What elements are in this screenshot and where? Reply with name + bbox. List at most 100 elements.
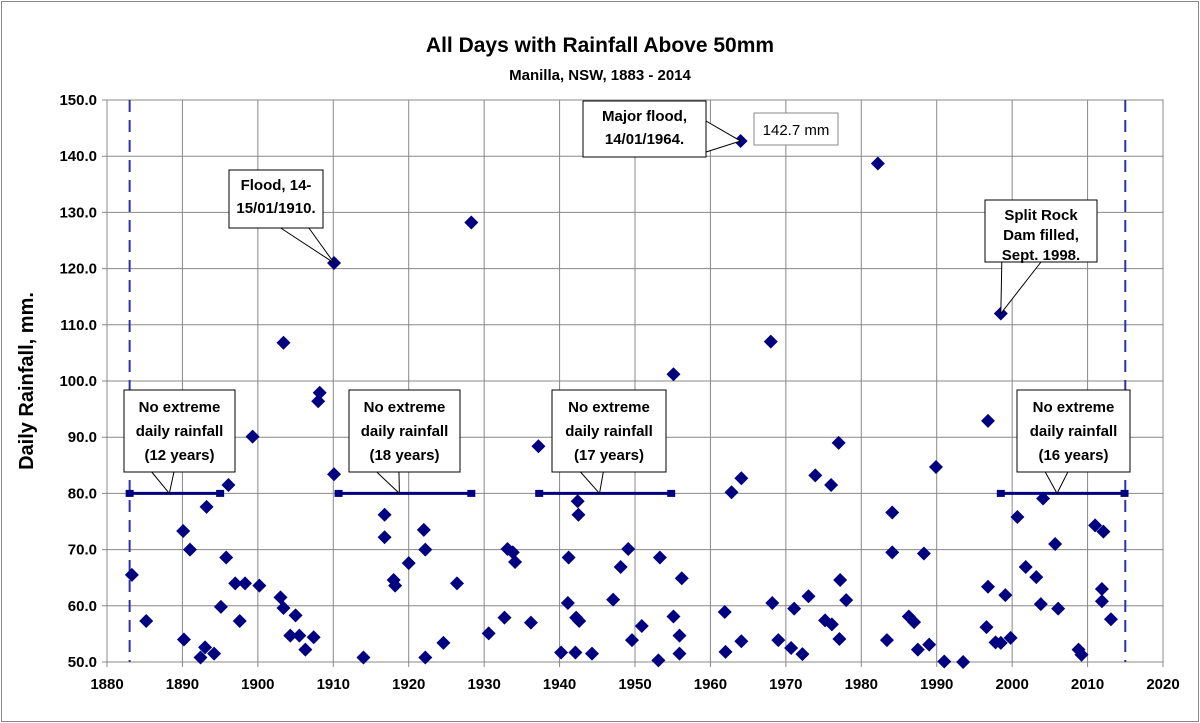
gap-callout-text: (17 years): [574, 447, 644, 464]
data-point: [505, 545, 520, 560]
annotation-text: Split Rock: [1004, 207, 1078, 224]
data-point: [717, 604, 732, 619]
x-tick-label: 2000: [995, 676, 1028, 693]
data-point: [124, 567, 139, 582]
data-point: [885, 545, 900, 560]
data-point: [1051, 601, 1066, 616]
value-label: 142.7 mm: [763, 122, 830, 139]
data-point: [765, 595, 780, 610]
data-point: [763, 334, 778, 349]
data-point: [832, 631, 847, 646]
data-point: [928, 459, 943, 474]
data-point: [1010, 510, 1025, 525]
data-point: [795, 647, 810, 662]
data-point: [213, 599, 228, 614]
data-point: [613, 560, 628, 575]
data-point: [418, 542, 433, 557]
data-point: [245, 429, 260, 444]
data-point: [298, 642, 313, 657]
data-point: [252, 578, 267, 593]
x-tick-label: 1980: [845, 676, 878, 693]
callout-pointer: [1000, 261, 1042, 316]
chart-title: All Days with Rainfall Above 50mm: [426, 34, 774, 57]
data-point: [182, 542, 197, 557]
data-point: [273, 590, 288, 605]
data-point: [560, 595, 575, 610]
gap-callout-text: No extreme: [139, 399, 221, 416]
data-point: [570, 494, 585, 509]
gap-callout-text: (18 years): [369, 447, 439, 464]
gap-callout-text: No extreme: [364, 399, 446, 416]
data-point: [561, 550, 576, 565]
data-point: [666, 609, 681, 624]
data-point: [464, 215, 479, 230]
data-point: [238, 576, 253, 591]
data-point: [311, 394, 326, 409]
y-tick-label: 70.0: [68, 542, 97, 559]
data-point: [1036, 491, 1051, 506]
data-point: [833, 572, 848, 587]
data-point: [606, 592, 621, 607]
data-point: [554, 645, 569, 660]
x-tick-label: 1890: [166, 676, 199, 693]
data-point: [885, 505, 900, 520]
data-point: [1094, 581, 1109, 596]
data-point: [377, 530, 392, 545]
callout-pointer: [280, 227, 335, 264]
data-point: [787, 601, 802, 616]
data-point: [276, 601, 291, 616]
data-point: [652, 550, 667, 565]
data-point: [1088, 518, 1103, 533]
data-point: [808, 468, 823, 483]
data-point: [937, 654, 952, 669]
gap-callout-box: [1016, 389, 1131, 473]
data-point: [401, 556, 416, 571]
x-tick-label: 1920: [392, 676, 425, 693]
data-point: [176, 632, 191, 647]
data-point: [139, 613, 154, 628]
y-tick-label: 60.0: [68, 598, 97, 615]
gap-endpoint: [535, 489, 544, 497]
data-point: [1074, 647, 1089, 662]
gap-endpoint: [467, 489, 476, 497]
data-point: [981, 579, 996, 594]
data-point: [481, 626, 496, 641]
gap-callout-text: daily rainfall: [565, 423, 653, 440]
data-point: [801, 589, 816, 604]
data-point: [979, 620, 994, 635]
data-point: [718, 644, 733, 659]
x-tick-label: 1880: [90, 676, 123, 693]
annotation-box: [582, 100, 707, 158]
x-tick-label: 1950: [618, 676, 651, 693]
annotation-text: Major flood,: [602, 108, 687, 125]
y-tick-label: 120.0: [59, 261, 97, 278]
y-tick-label: 50.0: [68, 654, 97, 671]
gap-callout-box: [551, 389, 667, 473]
y-tick-label: 130.0: [59, 204, 97, 221]
y-tick-label: 90.0: [68, 429, 97, 446]
data-point: [956, 655, 971, 669]
data-point: [1029, 570, 1044, 585]
data-point: [193, 650, 208, 665]
x-tick-label: 2020: [1146, 676, 1179, 693]
x-tick-label: 1900: [241, 676, 274, 693]
data-point: [388, 578, 403, 593]
data-point: [276, 335, 291, 350]
x-tick-label: 1990: [920, 676, 953, 693]
gap-callout-box: [123, 389, 236, 473]
value-label-box: [753, 112, 839, 146]
data-point: [221, 477, 236, 492]
data-point: [1094, 594, 1109, 609]
data-point: [998, 588, 1013, 603]
data-point: [1048, 536, 1063, 551]
data-point: [672, 646, 687, 661]
annotation-text: 15/01/1910.: [236, 200, 315, 217]
x-tick-label: 1940: [543, 676, 576, 693]
y-axis-label: Daily Rainfall, mm.: [16, 292, 38, 470]
data-point: [356, 650, 371, 665]
gap-callout-text: No extreme: [568, 399, 650, 416]
data-point: [993, 635, 1008, 650]
data-point: [824, 477, 839, 492]
